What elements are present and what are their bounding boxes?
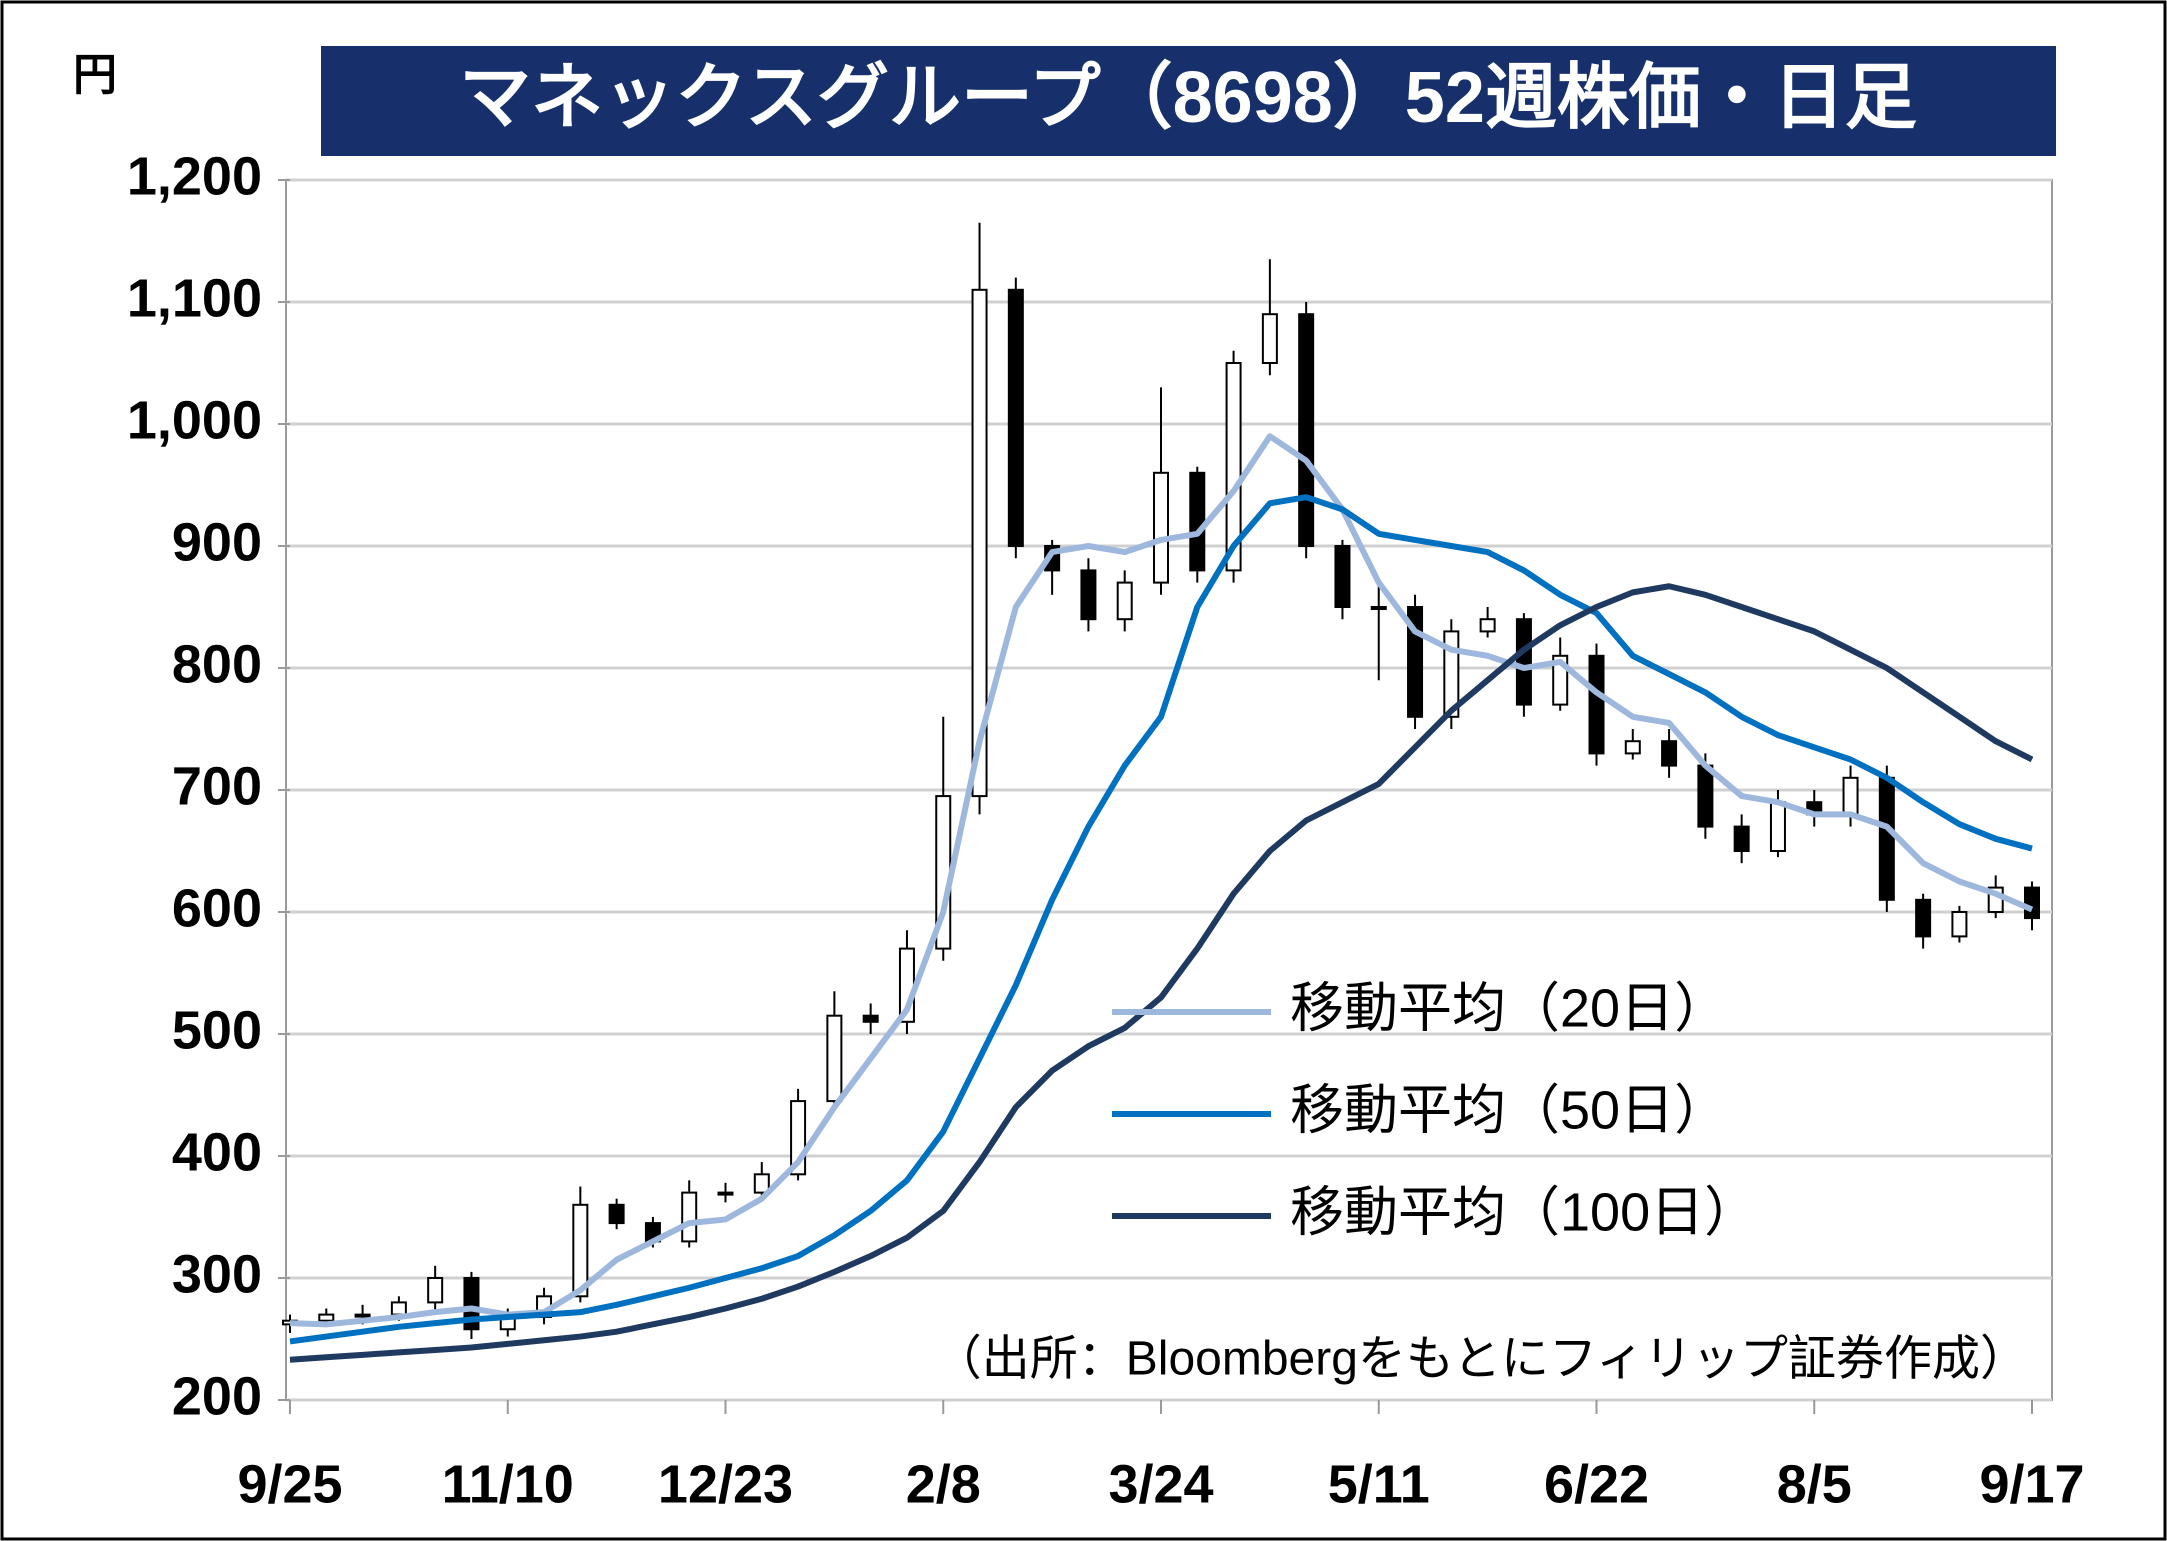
y-tick-label: 400 xyxy=(172,1122,262,1182)
candle-body xyxy=(1225,362,1242,572)
candle-body xyxy=(572,1203,589,1298)
title-box xyxy=(321,46,2056,156)
candle-body xyxy=(1624,740,1641,755)
candle-body xyxy=(1261,313,1278,365)
y-tick-label: 700 xyxy=(172,756,262,816)
y-tick-label: 200 xyxy=(172,1366,262,1426)
x-tick-label: 8/5 xyxy=(1777,1454,1852,1514)
candle-body xyxy=(1661,740,1678,767)
x-tick-label: 11/10 xyxy=(442,1454,574,1514)
x-tick-label: 12/23 xyxy=(658,1454,793,1514)
candle-body xyxy=(1116,581,1133,621)
candle-body xyxy=(1479,618,1496,633)
legend-label: 移動平均（20日） xyxy=(1290,978,1728,1038)
candle-body xyxy=(1515,618,1532,706)
candle-body xyxy=(1697,764,1714,828)
y-tick-label: 1,100 xyxy=(127,268,262,328)
y-tick-label: 1,000 xyxy=(127,390,262,450)
y-tick-label: 900 xyxy=(172,512,262,572)
x-tick-label: 2/8 xyxy=(906,1454,981,1514)
candle-body xyxy=(427,1277,444,1304)
candle-body xyxy=(1298,313,1315,548)
candle-body xyxy=(1951,911,1968,938)
candle-body xyxy=(1189,471,1206,572)
candle-body xyxy=(717,1191,734,1196)
legend-label: 移動平均（50日） xyxy=(1290,1080,1728,1140)
candle-body xyxy=(608,1203,625,1225)
candle-body xyxy=(862,1014,879,1023)
y-tick-label: 600 xyxy=(172,878,262,938)
candle-body xyxy=(1334,545,1351,608)
candle-body xyxy=(826,1014,843,1103)
candle-body xyxy=(1153,471,1169,584)
y-tick-label: 300 xyxy=(172,1244,262,1304)
candle-body xyxy=(1842,776,1859,816)
x-tick-label: 5/11 xyxy=(1328,1454,1430,1514)
y-tick-label: 800 xyxy=(172,634,262,694)
y-tick-label: 1,200 xyxy=(127,146,262,206)
candle-body xyxy=(318,1313,335,1322)
candle-body xyxy=(971,288,988,798)
source-note: （出所：Bloombergをもとにフィリップ証券作成） xyxy=(934,1333,2028,1386)
candle-body xyxy=(1370,606,1387,610)
x-tick-label: 6/22 xyxy=(1544,1454,1649,1514)
candle-body xyxy=(1588,654,1605,755)
x-tick-label: 9/17 xyxy=(1979,1454,2084,1514)
candle-body xyxy=(681,1191,698,1243)
ma-line xyxy=(289,433,2034,1328)
legend-label: 移動平均（100日） xyxy=(1290,1182,1758,1242)
candle-body xyxy=(354,1313,371,1318)
candle-body xyxy=(1915,898,1932,938)
candle-body xyxy=(390,1301,407,1316)
candle-body xyxy=(1080,569,1097,621)
y-tick-label: 500 xyxy=(172,1000,262,1060)
x-tick-label: 3/24 xyxy=(1108,1454,1213,1514)
chart-title: マネックスグループ（8698）52週株価・日足 xyxy=(459,58,1917,138)
candle-body xyxy=(1007,288,1024,547)
candle-body xyxy=(2024,886,2040,920)
candle-body xyxy=(1878,776,1895,901)
y-unit: 円 xyxy=(73,51,117,100)
candle-body xyxy=(753,1173,770,1194)
ma-line xyxy=(289,494,2033,1345)
x-tick-label: 9/25 xyxy=(237,1454,342,1514)
candle-body xyxy=(1769,801,1786,853)
candle-body xyxy=(1733,825,1750,852)
ma-line xyxy=(289,583,2034,1363)
